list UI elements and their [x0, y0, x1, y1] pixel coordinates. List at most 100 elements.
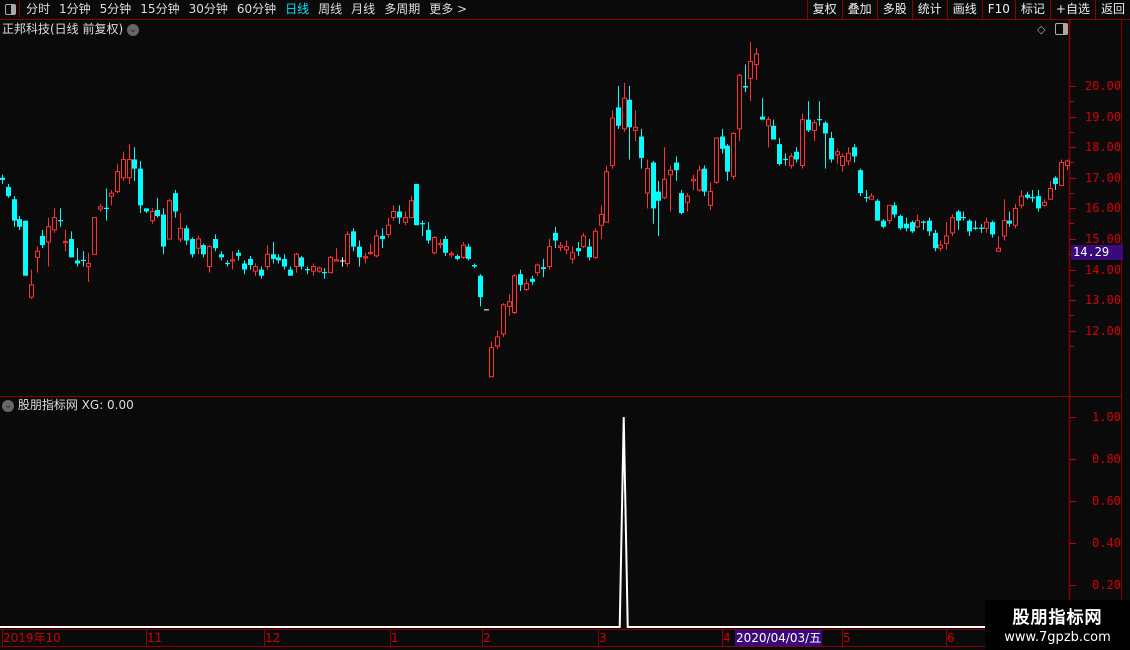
candle-body-down	[271, 254, 276, 259]
candle-body-down	[956, 211, 961, 221]
period-tab[interactable]: 5分钟	[99, 2, 132, 16]
date-tick	[2, 630, 3, 646]
candle-body-up	[334, 259, 339, 262]
candle-body-down	[190, 239, 195, 255]
tool-button[interactable]: 叠加	[841, 0, 877, 19]
tool-button[interactable]: 统计	[911, 0, 947, 19]
tool-button[interactable]: +自选	[1049, 0, 1095, 19]
candle-body-up	[345, 233, 350, 264]
period-tab[interactable]: 15分钟	[140, 2, 180, 16]
candle-body-down	[898, 216, 903, 229]
candle-body-up	[432, 236, 437, 254]
candle-body-down	[17, 219, 22, 227]
candle-body-down	[472, 265, 477, 267]
candle-body-down	[743, 86, 748, 88]
chevron-down-icon[interactable]: ⌄	[2, 399, 14, 412]
candle-body-up	[311, 266, 316, 272]
candle-body-down	[910, 222, 915, 232]
period-tab[interactable]: 月线	[351, 2, 376, 16]
candle-body-down	[904, 223, 909, 229]
candle-body-down	[299, 257, 304, 267]
candle-body-up	[887, 204, 892, 222]
tool-button[interactable]: 复权	[806, 0, 842, 19]
candle-body-up	[593, 230, 598, 258]
period-tab[interactable]: 分时	[26, 2, 51, 16]
price-tick-label: 15.00	[1085, 232, 1122, 246]
watermark-title: 股朋指标网	[1012, 608, 1103, 628]
candle-body-up	[438, 242, 443, 246]
candle-body-up	[92, 217, 97, 255]
candle-body-up	[944, 235, 949, 245]
candle-body-down	[426, 229, 431, 241]
tool-button[interactable]: F10	[981, 0, 1015, 19]
candle-body-down	[248, 258, 253, 266]
candle-body-down	[553, 232, 558, 241]
candle-body-up	[558, 245, 563, 249]
candle-body-up	[98, 206, 103, 210]
candle-body-up	[996, 247, 1001, 252]
period-tab[interactable]: 日线	[285, 2, 310, 16]
date-tick	[598, 630, 599, 646]
candle-body-up	[207, 246, 212, 268]
candle-body-up	[507, 301, 512, 307]
period-tab[interactable]: 周线	[318, 2, 343, 16]
candle-body-down	[817, 119, 822, 121]
candle-body-up	[754, 53, 759, 66]
candle-body-up	[374, 235, 379, 257]
period-tab[interactable]: 更多 >	[429, 2, 468, 16]
candle-body-up	[570, 252, 575, 260]
candle-body-down	[771, 125, 776, 140]
candle-body-up	[645, 168, 650, 194]
candle-body-up	[461, 244, 466, 258]
panel-toggle-button[interactable]	[2, 2, 20, 17]
candle-body-up	[714, 137, 719, 183]
candle-body-up	[253, 266, 258, 272]
chevron-down-icon[interactable]: ⌄	[127, 23, 140, 36]
period-tab[interactable]: 多周期	[384, 2, 421, 16]
candle-body-up	[668, 169, 673, 176]
tool-button[interactable]: 多股	[876, 0, 912, 19]
candle-body-up	[789, 155, 794, 167]
tool-button[interactable]: 画线	[946, 0, 982, 19]
candle-body-down	[219, 254, 224, 258]
candle-body-down	[58, 220, 63, 222]
date-tick	[946, 630, 947, 646]
tool-button[interactable]: 标记	[1014, 0, 1050, 19]
layout-toggle-icon[interactable]	[1055, 23, 1068, 35]
candle-body-up	[524, 282, 529, 290]
candle-body-down	[466, 246, 471, 259]
candle-body-down	[340, 260, 345, 262]
candle-body-up	[737, 74, 742, 130]
toolbar: 分时 1分钟 5分钟 15分钟 30分钟 60分钟 日线 周线 月线 多周期 更多 > 复权 叠加 多股…	[0, 0, 1130, 20]
candle-body-down	[616, 107, 621, 126]
indicator-name: 股朋指标网	[17, 398, 78, 412]
candle-body-down	[979, 227, 984, 229]
date-tick-label: 1	[391, 631, 399, 645]
candle-body-down	[351, 231, 356, 247]
period-tab[interactable]: 60分钟	[236, 2, 277, 16]
candle-body-up	[489, 347, 494, 378]
candle-body-down	[322, 272, 327, 274]
candle-body-down	[173, 193, 178, 212]
candle-body-down	[760, 116, 765, 120]
candle-body-up	[581, 235, 586, 248]
period-tab[interactable]: 30分钟	[188, 2, 228, 16]
tool-button[interactable]: 返回	[1094, 0, 1130, 19]
candle-body-down	[587, 246, 592, 258]
candle-body-up	[363, 256, 368, 259]
candle-body-down	[892, 205, 897, 215]
candle-body-down	[651, 162, 656, 209]
candle-body-down	[967, 220, 972, 232]
diamond-icon[interactable]: ◇	[1037, 23, 1046, 36]
candle-body-down	[357, 246, 362, 258]
candle-body-down	[639, 136, 644, 158]
candle-body-up	[604, 171, 609, 223]
period-tab[interactable]: 1分钟	[59, 2, 91, 16]
candle-body-down	[380, 235, 385, 239]
indicator-tick-label: 0.20	[1092, 578, 1121, 592]
candle-body-up	[599, 214, 604, 226]
candle-body-up	[1065, 160, 1070, 167]
candle-body-up	[449, 253, 454, 256]
candle-body-up	[109, 192, 114, 197]
